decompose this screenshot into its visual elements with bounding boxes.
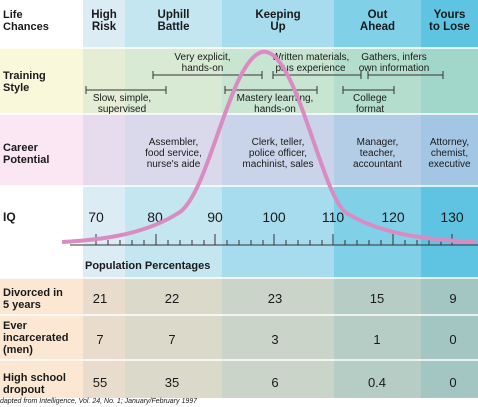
bracket-mastery-learning bbox=[224, 86, 318, 94]
incarcerated-label: Ever incarcerated (men) bbox=[3, 320, 69, 356]
divorced-label: Divorced in 5 years bbox=[3, 287, 63, 311]
career-manager: Manager, teacher, accountant bbox=[353, 137, 402, 170]
training-style-college-format: College format bbox=[353, 93, 387, 115]
dropout-uphill-battle: 35 bbox=[164, 375, 180, 390]
source-footnote: dapted from Intelligence, Vol. 24, No. 1… bbox=[0, 398, 198, 405]
divorced-high-risk: 21 bbox=[92, 291, 108, 306]
iq-label: IQ bbox=[3, 210, 16, 224]
iq-tick-80: 80 bbox=[147, 209, 163, 225]
training-style-gathers-infers: Gathers, infers own information bbox=[358, 52, 430, 74]
iq-tick-100: 100 bbox=[262, 209, 286, 225]
career-clerk: Clerk, teller, police officer, machinist, … bbox=[242, 137, 314, 170]
dropout-high-risk: 55 bbox=[92, 375, 108, 390]
iq-tick-130: 130 bbox=[440, 209, 464, 225]
divorced-yours-to-lose: 9 bbox=[449, 291, 457, 306]
divorced-uphill-battle: 22 bbox=[164, 291, 180, 306]
incarcerated-keeping-up: 3 bbox=[271, 332, 279, 347]
incarcerated-high-risk: 7 bbox=[96, 332, 104, 347]
bell-curve bbox=[61, 49, 477, 244]
column-header-keeping-up: Keeping Up bbox=[255, 9, 301, 33]
training-style-very-explicit: Very explicit, hands-on bbox=[174, 52, 231, 74]
bracket-college-format bbox=[342, 86, 395, 94]
incarcerated-out-ahead: 1 bbox=[373, 332, 381, 347]
incarcerated-uphill-battle: 7 bbox=[168, 332, 176, 347]
bracket-gathers-infers bbox=[367, 71, 444, 79]
column-header-uphill-battle: Uphill Battle bbox=[157, 9, 190, 33]
population-percentages-heading: Population Percentages bbox=[85, 260, 211, 272]
iq-tick-90: 90 bbox=[207, 209, 223, 225]
column-header-yours-to-lose: Yours to Lose bbox=[429, 9, 470, 33]
iq-tick-70: 70 bbox=[88, 209, 104, 225]
divorced-keeping-up: 23 bbox=[267, 291, 283, 306]
dropout-label: High school dropout bbox=[3, 372, 66, 396]
training-style-mastery-learning: Mastery learning, hands-on bbox=[236, 93, 314, 115]
bracket-very-explicit bbox=[152, 71, 263, 79]
iq-tick-110: 110 bbox=[321, 209, 345, 225]
training-style-label: Training Style bbox=[3, 70, 46, 94]
column-header-out-ahead: Out Ahead bbox=[359, 9, 396, 33]
training-style-slow-simple: Slow, simple, supervised bbox=[92, 93, 152, 115]
divorced-out-ahead: 15 bbox=[369, 291, 385, 306]
iq-tick-120: 120 bbox=[381, 209, 405, 225]
training-style-written-materials: Written materials, plus experience bbox=[271, 52, 350, 74]
life-chances-label: Life Chances bbox=[3, 9, 49, 33]
dropout-out-ahead: 0.4 bbox=[367, 375, 387, 390]
incarcerated-yours-to-lose: 0 bbox=[449, 332, 457, 347]
career-potential-label: Career Potential bbox=[3, 142, 50, 166]
career-attorney: Attorney, chemist, executive bbox=[428, 137, 471, 170]
bracket-slow-simple bbox=[85, 86, 167, 94]
career-assembler: Assembler, food service, nurse's aide bbox=[145, 137, 202, 170]
dropout-yours-to-lose: 0 bbox=[449, 375, 457, 390]
column-header-high-risk: High Risk bbox=[91, 9, 117, 33]
dropout-keeping-up: 6 bbox=[271, 375, 279, 390]
